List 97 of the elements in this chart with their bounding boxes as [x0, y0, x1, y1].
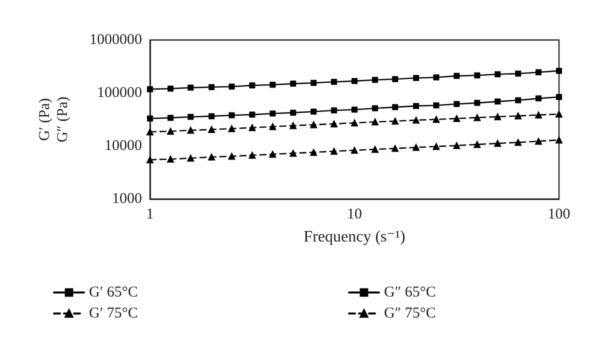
- point: [168, 86, 174, 92]
- point: [310, 108, 317, 115]
- point: [474, 114, 481, 122]
- point: [290, 80, 296, 87]
- point: [514, 112, 522, 120]
- point: [146, 128, 154, 136]
- point: [392, 76, 398, 82]
- point: [331, 107, 338, 114]
- point: [208, 126, 216, 133]
- point: [146, 156, 154, 164]
- point: [351, 146, 358, 154]
- point: [187, 126, 194, 134]
- y-tick-label: 100000: [97, 85, 142, 101]
- point: [310, 80, 317, 86]
- point: [208, 113, 215, 120]
- point: [248, 124, 256, 132]
- x-tick-label: 10: [347, 206, 362, 222]
- point: [494, 113, 502, 120]
- point: [494, 98, 501, 105]
- point: [535, 111, 542, 118]
- point: [372, 146, 379, 153]
- point: [228, 84, 235, 90]
- legend-label: G′ 75°C: [89, 306, 138, 322]
- point: [433, 74, 440, 80]
- point: [556, 68, 562, 74]
- point: [412, 116, 420, 124]
- point: [454, 72, 460, 79]
- point: [187, 154, 194, 162]
- point: [413, 102, 420, 109]
- point: [310, 148, 318, 156]
- point: [352, 106, 358, 113]
- point: [147, 86, 153, 92]
- point: [474, 100, 480, 106]
- x-axis-title: Frequency (s⁻¹): [304, 228, 406, 246]
- point: [310, 121, 318, 128]
- point: [474, 140, 481, 148]
- point: [556, 110, 562, 118]
- point: [474, 72, 480, 78]
- point: [188, 114, 194, 120]
- point: [494, 71, 501, 78]
- point: [515, 97, 522, 104]
- point: [535, 138, 542, 145]
- point: [536, 95, 542, 102]
- point: [351, 119, 358, 126]
- point: [147, 116, 153, 122]
- y-tick-label: 1000000: [90, 32, 142, 48]
- point: [290, 110, 296, 116]
- y-axis-title: G′ (Pa) G″ (Pa): [37, 96, 71, 142]
- point: [372, 76, 378, 83]
- y-tick-label: 1000: [112, 191, 142, 207]
- point: [290, 122, 297, 130]
- x-tick-label: 100: [548, 206, 570, 222]
- point: [330, 148, 338, 155]
- point: [556, 94, 562, 100]
- point: [392, 104, 398, 110]
- point: [536, 69, 542, 76]
- point: [556, 136, 562, 144]
- legend-label: G″ 75°C: [384, 306, 436, 322]
- point: [453, 142, 460, 150]
- point: [228, 125, 236, 132]
- point: [248, 152, 256, 159]
- point: [270, 82, 276, 88]
- point: [433, 102, 440, 108]
- point: [269, 123, 276, 130]
- point: [432, 116, 440, 123]
- point: [188, 84, 194, 91]
- point: [372, 105, 378, 112]
- legend-label: G′ 65°C: [89, 284, 138, 300]
- point: [412, 144, 420, 151]
- point: [249, 112, 256, 118]
- point: [167, 156, 174, 163]
- point: [228, 152, 236, 160]
- y-tick-label: 10000: [104, 138, 142, 154]
- point: [168, 114, 174, 121]
- point: [270, 110, 276, 117]
- point: [413, 74, 420, 81]
- point: [453, 115, 460, 122]
- point: [454, 101, 460, 108]
- point: [515, 70, 522, 77]
- point: [494, 140, 502, 147]
- point: [514, 138, 522, 146]
- point: [392, 144, 399, 152]
- point: [208, 154, 216, 161]
- legend-label: G″ 65°C: [384, 284, 436, 300]
- point: [432, 142, 440, 150]
- point: [352, 78, 358, 84]
- point: [330, 120, 338, 128]
- x-tick-label: 1: [146, 206, 154, 222]
- point: [269, 150, 276, 158]
- point: [331, 78, 338, 85]
- point: [208, 84, 215, 90]
- point: [249, 82, 256, 88]
- point: [290, 150, 297, 157]
- point: [392, 118, 399, 125]
- point: [372, 118, 379, 126]
- point: [167, 128, 174, 135]
- point: [228, 112, 235, 118]
